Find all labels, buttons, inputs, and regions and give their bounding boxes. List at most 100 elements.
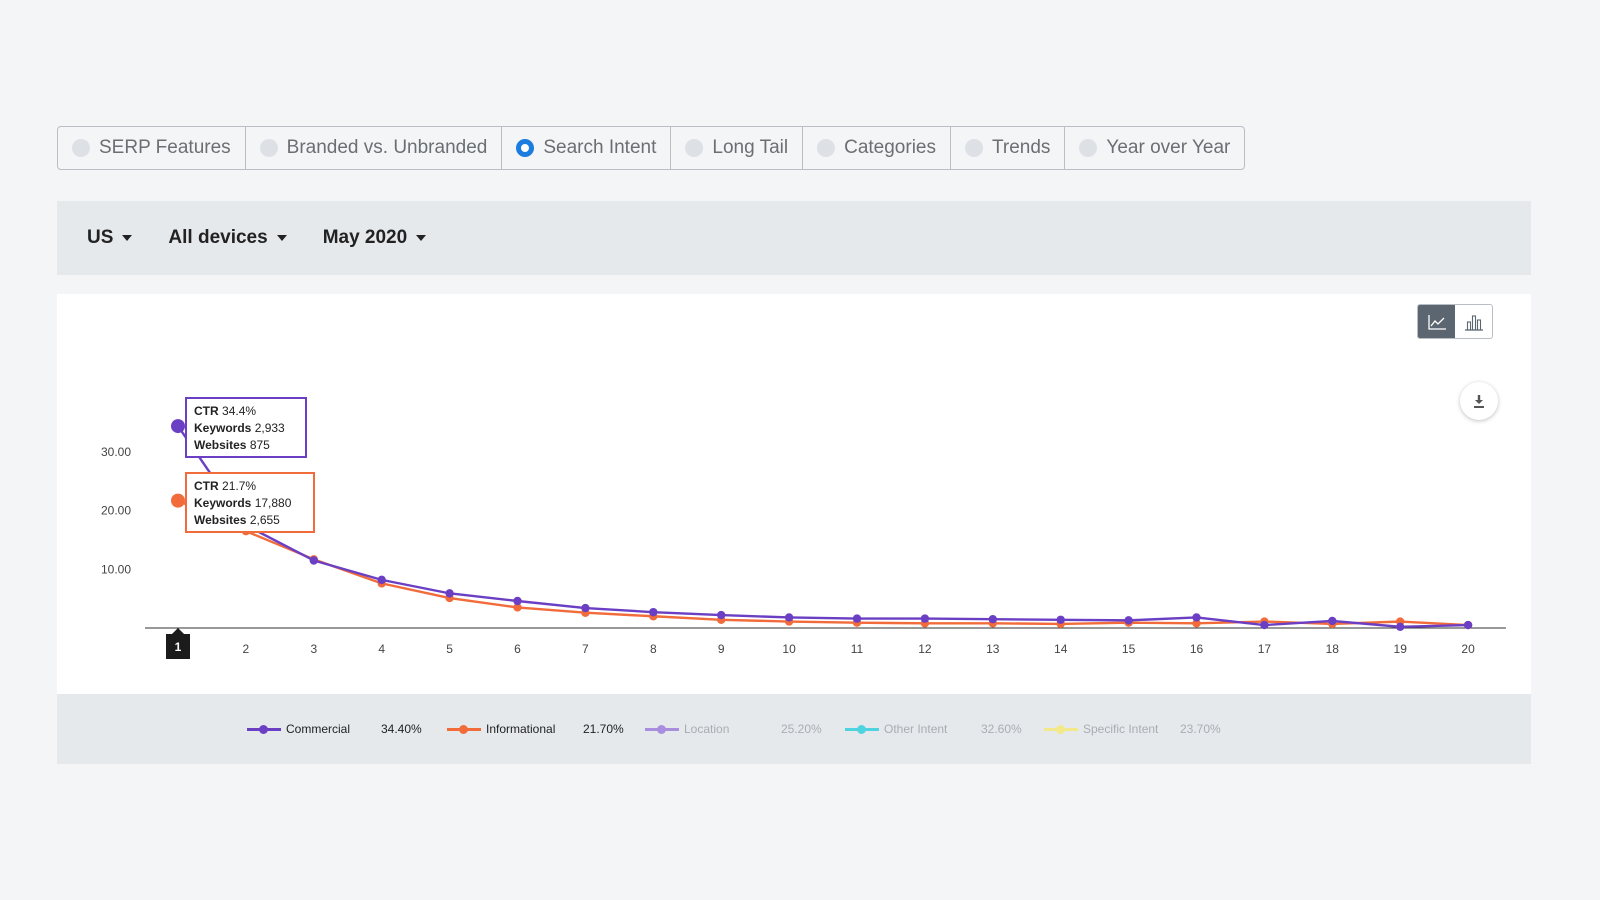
x-tick-label: 19 xyxy=(1394,642,1408,656)
x-tick-label: 12 xyxy=(918,642,932,656)
report-tabs: SERP Features Branded vs. Unbranded Search… xyxy=(57,126,1246,170)
tab-label: Long Tail xyxy=(712,137,789,158)
tab-label: Trends xyxy=(991,137,1051,158)
tooltip-keywords-value: 2,933 xyxy=(254,421,285,435)
tooltip-ctr-label: CTR xyxy=(194,479,219,493)
legend-swatch xyxy=(845,724,879,734)
bar-chart-icon xyxy=(1464,314,1483,331)
x-tick-label: 16 xyxy=(1190,642,1204,656)
series-line-commercial xyxy=(177,425,1469,629)
legend-series-name: Informational xyxy=(486,722,556,736)
legend-item-other-intent[interactable]: Other Intent 32.60% xyxy=(845,694,1022,764)
data-point-commercial xyxy=(1124,616,1133,625)
tab-label: Categories xyxy=(844,137,936,158)
data-point-commercial xyxy=(1396,622,1405,632)
country-dropdown[interactable]: US xyxy=(87,227,133,249)
bar-chart-button[interactable] xyxy=(1455,305,1492,338)
caret-down-icon xyxy=(416,235,427,241)
x-tick-label: 10 xyxy=(782,642,796,656)
data-point-commercial xyxy=(988,614,997,624)
data-point-commercial xyxy=(1056,615,1065,624)
tab-trends[interactable]: Trends xyxy=(951,127,1066,169)
radio-icon xyxy=(1079,139,1098,157)
x-tick-label: 7 xyxy=(582,642,589,656)
x-tick-label: 15 xyxy=(1122,642,1136,656)
tooltip-websites-label: Websites xyxy=(194,513,247,527)
x-tick-label: 4 xyxy=(378,642,385,656)
legend-bar: Commercial 34.40% Informational 21.70% Locat… xyxy=(57,694,1531,764)
tooltip-ctr-label: CTR xyxy=(194,404,219,418)
legend-series-name: Location xyxy=(684,722,730,736)
data-point-commercial xyxy=(171,419,185,434)
radio-icon xyxy=(964,139,983,157)
download-button[interactable] xyxy=(1460,382,1498,420)
x-tick-label: 13 xyxy=(986,642,1000,656)
x-tick-label: 20 xyxy=(1461,642,1475,656)
tab-long-tail[interactable]: Long Tail xyxy=(671,127,804,169)
tooltip-websites-value: 2,655 xyxy=(249,513,280,527)
tooltip-informational: CTR 21.7% Keywords 17,880 Websites 2,655 xyxy=(185,472,315,533)
tooltip-keywords-label: Keywords xyxy=(194,496,252,510)
legend-series-name: Other Intent xyxy=(884,722,948,736)
legend-series-name: Specific Intent xyxy=(1083,722,1159,736)
x-tick-label: 14 xyxy=(1054,642,1068,656)
country-dropdown-label: US xyxy=(87,227,114,248)
device-dropdown-label: All devices xyxy=(168,227,268,248)
month-dropdown-label: May 2020 xyxy=(322,227,408,248)
tab-categories[interactable]: Categories xyxy=(803,127,951,169)
tooltip-ctr-value: 21.7% xyxy=(222,479,257,493)
radio-icon xyxy=(685,139,704,157)
legend-swatch xyxy=(645,724,679,734)
x-tick-label: 3 xyxy=(310,642,317,656)
tab-label: SERP Features xyxy=(99,137,231,158)
x-tick-label: 2 xyxy=(243,642,250,656)
legend-swatch xyxy=(447,724,481,734)
legend-series-share: 21.70% xyxy=(583,722,624,736)
tab-serp-features[interactable]: SERP Features xyxy=(58,127,246,169)
tooltip-keywords-label: Keywords xyxy=(194,421,252,435)
data-point-informational xyxy=(1192,619,1201,628)
data-point-commercial xyxy=(920,614,930,623)
legend-item-location[interactable]: Location 25.20% xyxy=(645,694,822,764)
y-tick-label: 20.00 xyxy=(101,504,131,518)
data-point-commercial xyxy=(1328,616,1337,626)
x-tick-label: 17 xyxy=(1258,642,1272,656)
tab-year-over-year[interactable]: Year over Year xyxy=(1065,127,1244,169)
series-line-informational xyxy=(177,499,1469,627)
x-tick-label: 6 xyxy=(514,642,521,656)
tab-branded-vs-unbranded[interactable]: Branded vs. Unbranded xyxy=(246,127,503,169)
legend-item-commercial[interactable]: Commercial 34.40% xyxy=(247,694,422,764)
data-point-commercial xyxy=(784,613,794,622)
device-dropdown[interactable]: All devices xyxy=(168,227,287,249)
data-point-commercial xyxy=(1260,620,1269,630)
tooltip-commercial: CTR 34.4% Keywords 2,933 Websites 875 xyxy=(185,397,307,458)
tooltip-websites-value: 875 xyxy=(249,438,270,452)
data-point-commercial xyxy=(445,589,454,598)
legend-series-share: 32.60% xyxy=(981,722,1022,736)
data-point-commercial xyxy=(649,607,658,617)
legend-item-specific-intent[interactable]: Specific Intent 23.70% xyxy=(1044,694,1221,764)
highlighted-x-badge: 1 xyxy=(166,634,190,659)
y-tick-label: 30.00 xyxy=(101,445,131,459)
filter-bar: US All devices May 2020 xyxy=(57,201,1531,275)
legend-swatch xyxy=(1044,724,1078,734)
legend-item-informational[interactable]: Informational 21.70% xyxy=(447,694,624,764)
month-dropdown[interactable]: May 2020 xyxy=(323,227,427,249)
data-point-informational xyxy=(513,603,522,612)
legend-series-share: 34.40% xyxy=(381,722,422,736)
data-point-commercial xyxy=(513,596,522,606)
tab-search-intent[interactable]: Search Intent xyxy=(502,127,672,169)
chart-view-toggle xyxy=(1417,304,1493,339)
data-point-commercial xyxy=(309,556,318,565)
legend-series-share: 23.70% xyxy=(1180,722,1221,736)
data-point-informational xyxy=(171,493,185,508)
download-icon xyxy=(1474,395,1484,408)
tab-label: Search Intent xyxy=(543,137,657,158)
y-tick-label: 10.00 xyxy=(101,562,131,576)
tab-label: Branded vs. Unbranded xyxy=(286,137,488,158)
x-tick-label: 11 xyxy=(851,642,864,656)
legend-series-share: 25.20% xyxy=(781,722,822,736)
data-point-commercial xyxy=(852,614,862,623)
x-tick-label: 18 xyxy=(1326,642,1340,656)
line-chart-button[interactable] xyxy=(1418,305,1455,338)
